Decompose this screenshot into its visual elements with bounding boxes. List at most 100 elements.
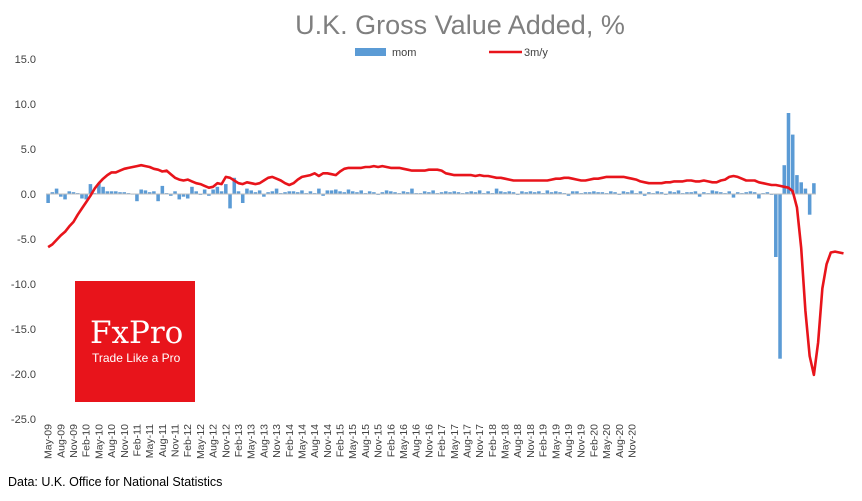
mom-bar [266, 192, 270, 194]
x-tick-label: Feb-14 [284, 424, 296, 457]
mom-bar [744, 192, 748, 194]
mom-bar [122, 192, 127, 194]
mom-bar [325, 190, 330, 194]
mom-bar [410, 188, 414, 194]
mom-bar [511, 192, 516, 194]
mom-bar [219, 191, 224, 194]
mom-bar [405, 192, 410, 194]
mom-bar [80, 194, 84, 199]
mom-bar [422, 191, 427, 194]
x-tick-label: Aug-11 [157, 424, 169, 457]
mom-bar [427, 192, 431, 194]
x-tick-label: Nov-18 [525, 424, 537, 458]
mom-bar [147, 192, 152, 194]
mom-bar [600, 192, 605, 194]
mom-bar [638, 191, 643, 194]
mom-bar [486, 191, 490, 194]
mom-bar [393, 192, 397, 194]
y-tick-label: -20.0 [11, 369, 36, 381]
mom-bar [88, 184, 93, 194]
mom-bar [71, 192, 76, 194]
y-tick-label: 0.0 [21, 189, 36, 201]
x-tick-label: Nov-20 [626, 424, 638, 458]
mom-bar [575, 191, 579, 194]
mom-bar [532, 192, 537, 194]
mom-bar [63, 194, 67, 200]
x-tick-label: Feb-20 [588, 424, 600, 457]
mom-bar [812, 183, 816, 194]
x-tick-label: Feb-13 [233, 424, 245, 457]
x-tick-label: Aug-09 [55, 424, 67, 458]
x-tick-label: May-20 [601, 424, 613, 459]
mom-bar [295, 192, 300, 194]
mom-bar [444, 191, 448, 194]
mom-bar [114, 191, 118, 194]
mom-bar [372, 192, 376, 194]
x-tick-label: Aug-18 [512, 424, 524, 458]
mom-bar [676, 190, 681, 194]
mom-bar [97, 183, 101, 194]
mom-bar [630, 190, 634, 194]
mom-bar [249, 190, 253, 194]
mom-bar [338, 191, 342, 194]
mom-bar [190, 186, 194, 194]
mom-bar [105, 191, 110, 194]
x-tick-label: Nov-17 [474, 424, 486, 458]
mom-bar [558, 192, 562, 194]
mom-bar [596, 192, 600, 194]
mom-bar [270, 191, 275, 194]
mom-bar [613, 192, 617, 194]
logo-name: FxPro [90, 315, 183, 351]
mom-bar [50, 192, 55, 194]
mom-bar [342, 192, 347, 194]
mom-bar [710, 190, 715, 194]
x-tick-label: Feb-12 [182, 424, 194, 457]
source-note: Data: U.K. Office for National Statistic… [8, 475, 222, 489]
mom-bar [727, 191, 732, 194]
mom-bar [537, 191, 541, 194]
mom-bar [367, 191, 372, 194]
3my-line [47, 163, 844, 377]
mom-bar [384, 190, 389, 194]
mom-bar [735, 192, 740, 194]
mom-bar [473, 192, 478, 194]
x-tick-label: Aug-14 [309, 424, 321, 458]
mom-bar [752, 192, 757, 194]
x-tick-label: Feb-15 [335, 424, 347, 457]
y-tick-label: 10.0 [15, 99, 36, 111]
y-tick-label: 5.0 [21, 144, 36, 156]
mom-bar [262, 194, 266, 197]
mom-bar [431, 190, 435, 194]
x-tick-label: Aug-13 [258, 424, 270, 458]
mom-bar [583, 192, 588, 194]
mom-bar [207, 194, 211, 196]
mom-bar [452, 191, 457, 194]
mom-bar [185, 194, 190, 199]
mom-bar [697, 194, 702, 197]
mom-bar [300, 190, 304, 194]
mom-bar [507, 191, 512, 194]
x-tick-label: Nov-19 [576, 424, 588, 458]
x-tick-label: Nov-12 [220, 424, 232, 458]
x-tick-label: Aug-12 [208, 424, 220, 458]
mom-bar [554, 191, 558, 194]
mom-bar [655, 191, 660, 194]
x-tick-label: Feb-16 [385, 424, 397, 457]
x-tick-label: Feb-11 [131, 424, 143, 457]
mom-bar [143, 190, 148, 194]
legend: mom 3m/y [355, 47, 548, 59]
mom-bar [659, 192, 664, 194]
mom-bar [257, 190, 262, 194]
x-tick-label: Aug-20 [614, 424, 626, 458]
mom-bar [702, 192, 706, 194]
mom-bar [135, 194, 139, 202]
mom-bar [169, 194, 173, 196]
x-tick-label: May-09 [43, 424, 55, 459]
x-tick-label: Aug-19 [563, 424, 575, 458]
mom-bar [731, 194, 736, 198]
mom-bar [287, 191, 292, 194]
fxpro-logo: FxPro Trade Like a Pro [75, 281, 195, 402]
mom-bar [274, 188, 279, 194]
x-tick-label: Nov-13 [271, 424, 283, 458]
